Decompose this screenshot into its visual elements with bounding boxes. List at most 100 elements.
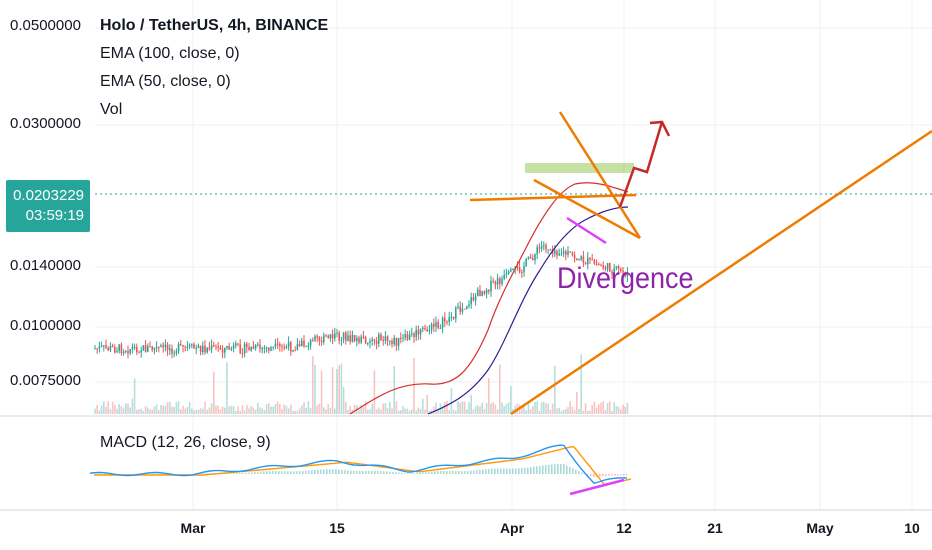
volume-bar — [448, 410, 450, 414]
volume-bar — [369, 409, 371, 414]
candle-body — [232, 345, 235, 349]
macd-histogram-bar — [437, 471, 439, 474]
volume-bar — [604, 409, 607, 414]
volume-bar — [415, 410, 417, 414]
volume-bar — [327, 404, 329, 414]
volume-bar — [331, 366, 334, 414]
volume-bar — [182, 405, 184, 414]
candle-body — [391, 340, 393, 345]
volume-bar — [347, 409, 349, 414]
symbol-title[interactable]: Holo / TetherUS, 4h, BINANCE — [100, 17, 329, 34]
volume-bar — [468, 402, 470, 414]
divergence-annotation[interactable]: Divergence — [557, 262, 694, 295]
candle-body — [545, 245, 547, 250]
candle-body — [466, 306, 468, 310]
volume-bar — [540, 402, 543, 414]
volume-bar — [389, 401, 391, 414]
volume-legend[interactable]: Vol — [100, 101, 123, 118]
candle-body — [483, 291, 486, 294]
candle-body — [525, 258, 527, 266]
macd-histogram-bar — [206, 473, 208, 474]
volume-bar — [562, 409, 565, 414]
volume-bar — [558, 407, 560, 414]
volume-bar — [340, 363, 343, 414]
volume-bar — [360, 405, 362, 414]
candle-body — [285, 346, 288, 349]
candle-body — [235, 343, 237, 346]
candle-body — [265, 347, 268, 349]
macd-histogram-bar — [326, 469, 328, 474]
volume-bar — [463, 401, 466, 414]
macd-histogram-bar — [578, 471, 580, 474]
ema100-legend[interactable]: EMA (100, close, 0) — [100, 45, 240, 62]
macd-histogram-bar — [434, 471, 436, 474]
candle-body — [296, 344, 299, 351]
candle-body — [166, 344, 169, 351]
volume-bar — [149, 409, 151, 414]
macd-histogram-bar — [407, 473, 409, 474]
volume-bar — [479, 406, 481, 414]
ema-lines — [349, 182, 629, 415]
candle-body — [573, 255, 576, 259]
candle-body — [199, 345, 202, 353]
candle-body — [578, 259, 580, 261]
candle-body — [569, 251, 571, 253]
volume-bar — [543, 401, 545, 414]
candle-body — [149, 346, 151, 348]
volume-bar — [600, 402, 602, 414]
macd-histogram-bar — [359, 470, 361, 474]
candle-body — [426, 329, 428, 331]
macd-histogram-bar — [404, 473, 406, 474]
candle-body — [435, 322, 437, 327]
volume-bar — [490, 403, 492, 414]
candle-body — [320, 340, 323, 343]
macd-histogram-bar — [524, 467, 526, 474]
macd-histogram-bar — [602, 474, 604, 477]
volume-bar — [413, 357, 415, 414]
volume-bar — [362, 406, 365, 414]
volume-bar — [573, 409, 576, 414]
volume-bar — [250, 406, 252, 414]
macd-legend[interactable]: MACD (12, 26, close, 9) — [100, 434, 271, 451]
candle-body — [356, 337, 358, 342]
candle-body — [292, 350, 294, 352]
macd-histogram-bar — [371, 470, 373, 474]
macd-histogram-bar — [530, 467, 532, 474]
macd-histogram-bar — [239, 473, 241, 474]
candle-body — [349, 335, 351, 342]
volume-bar — [437, 408, 439, 414]
candle-body — [562, 251, 565, 254]
drawings[interactable] — [469, 111, 932, 416]
volume-bar — [611, 410, 613, 414]
macd-histogram-bar — [518, 468, 520, 474]
volume-bar — [107, 401, 109, 414]
projection-arrowhead — [649, 120, 671, 137]
volume-bar — [560, 410, 563, 414]
candle-body — [589, 257, 591, 260]
macd-histogram-bar — [293, 471, 295, 474]
macd-histogram-bar — [296, 471, 298, 474]
candle-body — [620, 268, 622, 271]
candle-body — [606, 263, 609, 270]
volume-bar — [380, 409, 382, 414]
candle-body — [503, 274, 505, 279]
volume-bar — [246, 405, 248, 414]
ema50-legend[interactable]: EMA (50, close, 0) — [100, 73, 231, 90]
macd-histogram-bar — [491, 468, 493, 474]
candle-body — [626, 272, 629, 277]
candle-body — [127, 350, 129, 354]
candle-body — [474, 296, 477, 301]
volume-bar — [481, 402, 483, 414]
candle-body — [191, 344, 193, 346]
volume-bar — [378, 407, 380, 414]
candle-body — [327, 336, 329, 339]
macd-histogram-bar — [128, 474, 130, 475]
candle-body — [259, 344, 261, 349]
candle-body — [138, 352, 140, 354]
candle-body — [309, 339, 312, 346]
macd-histogram-bar — [233, 473, 235, 474]
candle-body — [263, 347, 266, 349]
candle-body — [314, 336, 316, 341]
macd-histogram-bar — [449, 470, 451, 474]
